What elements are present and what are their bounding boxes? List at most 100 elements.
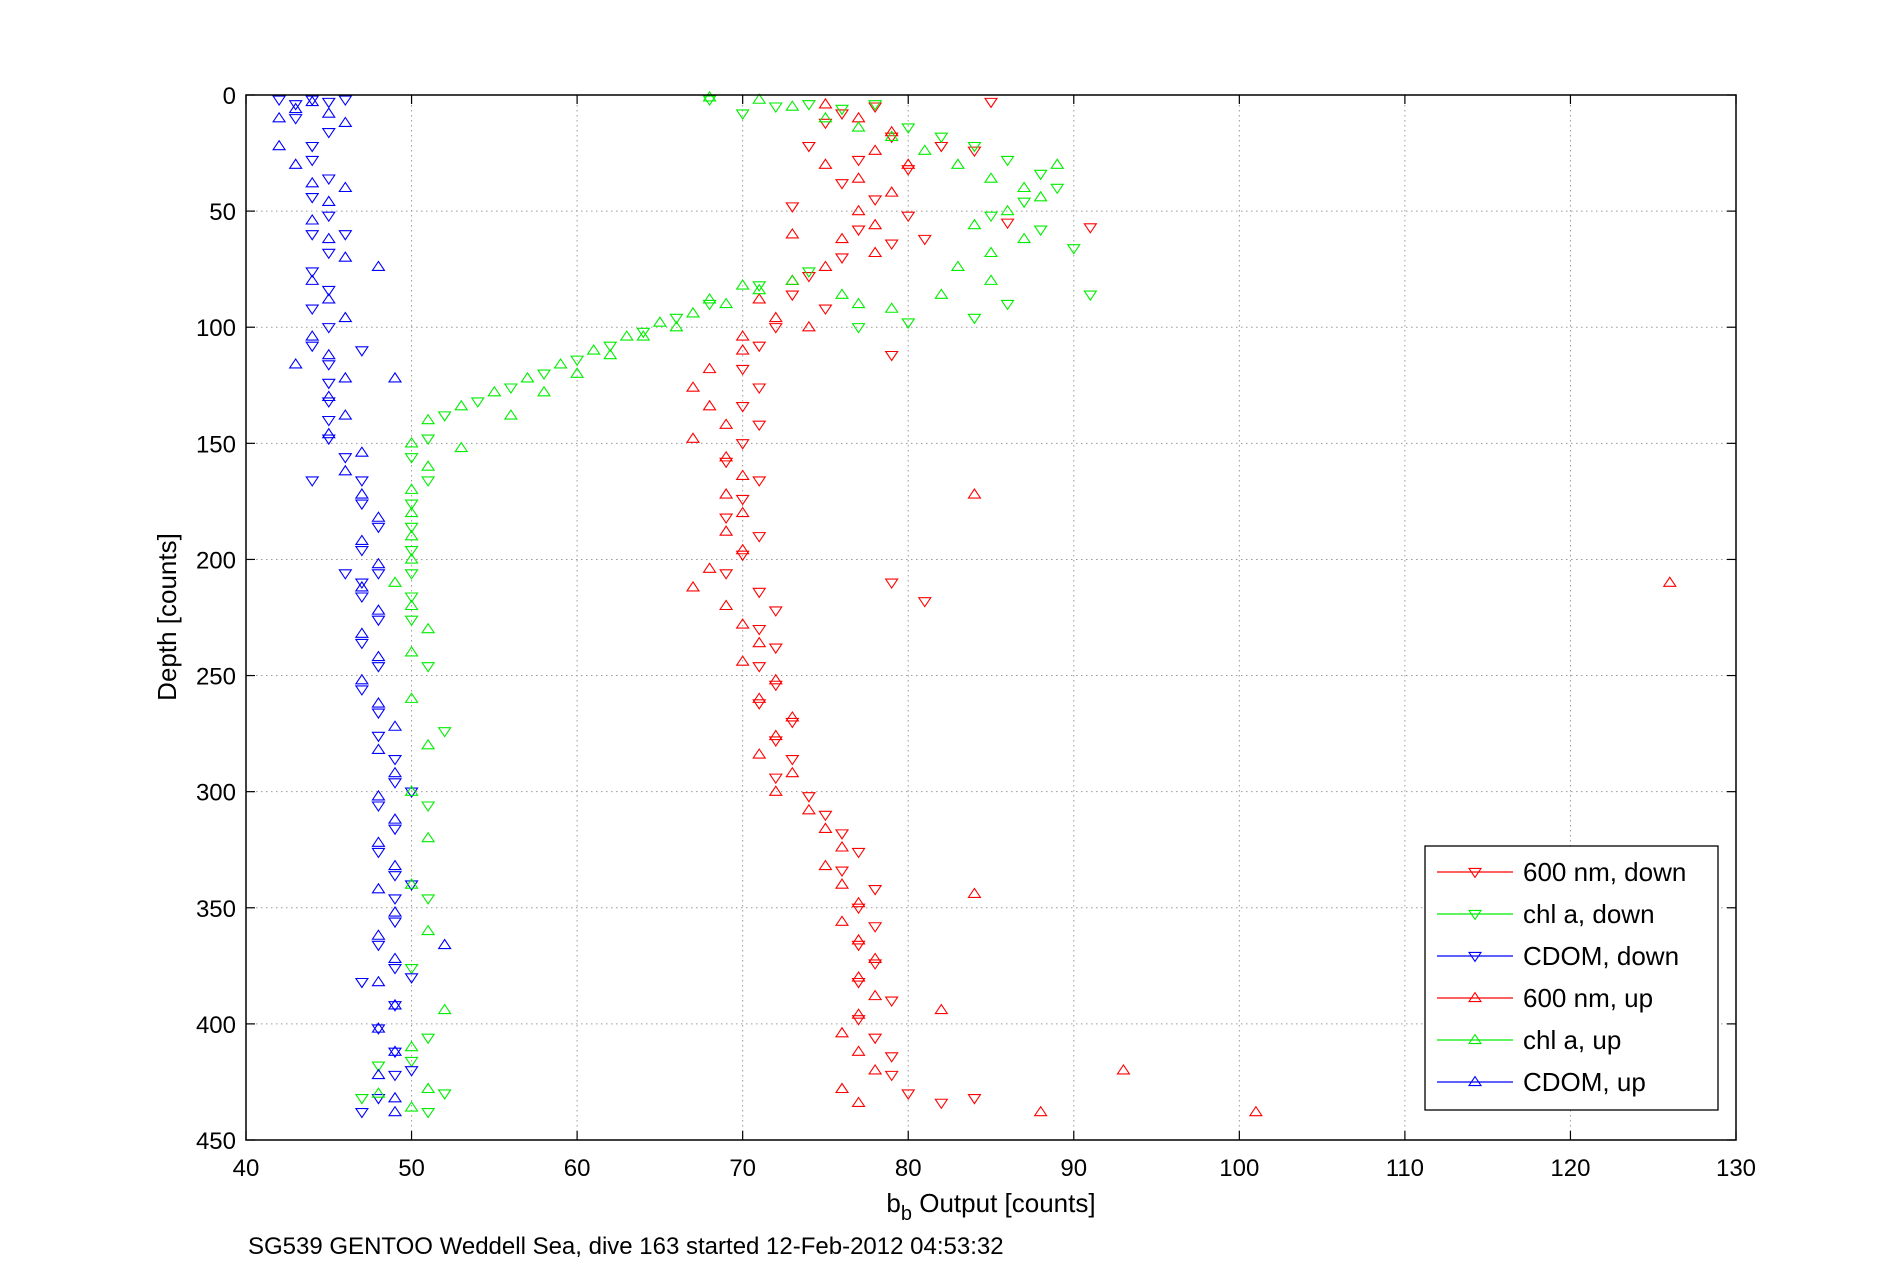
legend-marker	[1467, 909, 1483, 921]
data-point	[305, 95, 320, 107]
data-point	[851, 940, 866, 952]
data-point	[851, 977, 866, 989]
data-point	[719, 569, 734, 580]
data-point	[851, 1015, 866, 1026]
chart-caption: SG539 GENTOO Weddell Sea, dive 163 start…	[248, 1233, 1004, 1260]
data-point	[735, 550, 750, 562]
data-point	[901, 158, 916, 169]
data-point	[834, 915, 850, 926]
x-tick-label: 100	[1219, 1155, 1259, 1182]
data-point	[404, 546, 419, 557]
data-point	[934, 132, 949, 144]
data-point	[752, 420, 767, 432]
data-point	[768, 102, 783, 114]
data-point	[387, 894, 403, 905]
data-point	[851, 323, 866, 334]
data-point	[288, 100, 303, 111]
data-point	[371, 522, 386, 534]
data-point	[619, 330, 634, 341]
x-tick-label: 70	[729, 1155, 756, 1182]
data-point	[851, 155, 866, 167]
data-point	[387, 1047, 403, 1059]
data-point	[785, 755, 800, 766]
x-axis-label: bb Output [counts]	[886, 1188, 1095, 1225]
data-point	[338, 230, 353, 241]
data-point	[983, 274, 999, 285]
data-point	[834, 253, 850, 264]
data-point	[818, 118, 833, 130]
data-point	[1116, 1063, 1131, 1075]
data-point	[752, 699, 767, 710]
data-point	[305, 267, 320, 278]
data-point	[950, 260, 965, 271]
data-point	[884, 132, 899, 144]
data-point	[586, 344, 601, 355]
data-point	[305, 176, 320, 188]
data-point	[503, 409, 518, 420]
data-point	[404, 522, 419, 534]
data-point	[354, 346, 369, 357]
data-point	[834, 841, 850, 852]
data-point	[437, 1089, 452, 1100]
data-point	[1000, 204, 1015, 216]
data-point	[719, 525, 734, 536]
data-point	[387, 1105, 403, 1117]
data-point	[851, 903, 866, 915]
data-point	[752, 341, 767, 353]
data-point	[851, 1045, 866, 1056]
data-point	[354, 1094, 369, 1105]
data-point	[421, 1082, 436, 1094]
data-point	[917, 234, 932, 246]
data-point	[851, 971, 866, 982]
data-point	[354, 488, 369, 499]
data-point	[321, 415, 336, 427]
data-point	[801, 803, 816, 815]
series-1	[354, 95, 1098, 1119]
data-point	[570, 367, 585, 378]
data-point	[487, 385, 502, 397]
y-tick-label: 450	[196, 1128, 236, 1155]
legend-item: chl a, down	[1437, 899, 1655, 929]
x-tick-label: 50	[398, 1155, 425, 1182]
data-point	[371, 615, 386, 627]
data-point	[834, 829, 850, 840]
data-point	[719, 488, 734, 499]
data-point	[735, 402, 750, 413]
data-point	[719, 513, 734, 525]
data-point	[768, 680, 783, 692]
data-point	[768, 729, 783, 741]
data-point	[950, 158, 965, 169]
data-point	[371, 731, 386, 743]
data-point	[404, 1066, 419, 1077]
data-point	[652, 316, 667, 327]
data-point	[868, 959, 883, 970]
data-point	[1083, 290, 1098, 302]
data-point	[404, 453, 419, 464]
data-point	[702, 562, 717, 573]
data-point	[785, 766, 800, 778]
data-point	[702, 399, 717, 411]
data-point	[421, 831, 436, 843]
x-tick-label: 120	[1550, 1155, 1590, 1182]
data-point	[371, 1024, 386, 1035]
data-point	[437, 938, 452, 950]
series-4	[371, 90, 1065, 1112]
data-point	[387, 906, 403, 917]
data-point	[371, 1022, 386, 1033]
data-point	[868, 922, 883, 933]
data-point	[818, 97, 833, 109]
data-point	[338, 409, 353, 420]
data-point	[421, 894, 436, 905]
data-point	[305, 214, 320, 225]
data-point	[272, 95, 287, 107]
data-point	[305, 274, 320, 285]
y-tick-label: 150	[196, 431, 236, 458]
data-point	[404, 1040, 419, 1052]
data-point	[305, 141, 320, 153]
data-point	[636, 330, 651, 341]
data-point	[371, 1068, 386, 1080]
data-point	[868, 246, 883, 258]
legend-label: CDOM, down	[1523, 941, 1679, 971]
data-point	[338, 116, 353, 128]
data-point	[868, 100, 883, 111]
